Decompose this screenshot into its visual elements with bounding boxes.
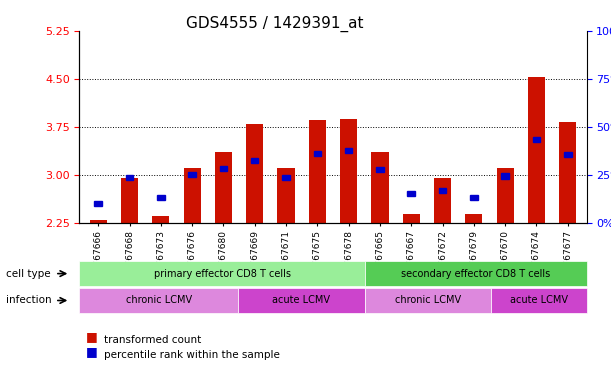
Bar bbox=[439, 188, 446, 193]
Bar bbox=[403, 214, 420, 223]
Bar bbox=[251, 158, 258, 163]
Text: transformed count: transformed count bbox=[104, 335, 201, 345]
Text: chronic LCMV: chronic LCMV bbox=[126, 295, 192, 306]
Bar bbox=[95, 201, 102, 206]
Bar bbox=[282, 175, 290, 180]
Bar bbox=[188, 172, 196, 177]
Bar bbox=[309, 120, 326, 223]
Text: infection: infection bbox=[6, 295, 52, 306]
Bar bbox=[126, 175, 133, 180]
Bar bbox=[559, 122, 576, 223]
Bar bbox=[465, 214, 483, 223]
Bar bbox=[408, 191, 415, 197]
Bar bbox=[215, 152, 232, 223]
Text: GDS4555 / 1429391_at: GDS4555 / 1429391_at bbox=[186, 15, 364, 31]
Bar bbox=[434, 178, 451, 223]
Bar bbox=[90, 220, 107, 223]
Text: cell type: cell type bbox=[6, 268, 51, 279]
Bar bbox=[183, 168, 201, 223]
Text: acute LCMV: acute LCMV bbox=[510, 295, 568, 306]
Bar bbox=[564, 152, 571, 157]
Bar bbox=[157, 195, 164, 200]
Bar bbox=[376, 167, 384, 172]
Text: secondary effector CD8 T cells: secondary effector CD8 T cells bbox=[401, 268, 551, 279]
Bar bbox=[502, 174, 509, 179]
Bar bbox=[152, 216, 169, 223]
Bar bbox=[533, 137, 540, 142]
Text: acute LCMV: acute LCMV bbox=[273, 295, 331, 306]
Bar bbox=[497, 168, 514, 223]
Bar bbox=[277, 168, 295, 223]
Bar bbox=[313, 151, 321, 156]
Text: primary effector CD8 T cells: primary effector CD8 T cells bbox=[153, 268, 291, 279]
Bar bbox=[470, 195, 478, 200]
Bar bbox=[345, 148, 353, 153]
Text: ■: ■ bbox=[86, 345, 97, 358]
Text: ■: ■ bbox=[86, 330, 97, 343]
Bar bbox=[340, 119, 357, 223]
Bar bbox=[246, 124, 263, 223]
Text: percentile rank within the sample: percentile rank within the sample bbox=[104, 350, 280, 360]
Text: chronic LCMV: chronic LCMV bbox=[395, 295, 461, 306]
Bar bbox=[220, 166, 227, 171]
Bar bbox=[371, 152, 389, 223]
Bar bbox=[121, 178, 138, 223]
Bar bbox=[528, 78, 545, 223]
